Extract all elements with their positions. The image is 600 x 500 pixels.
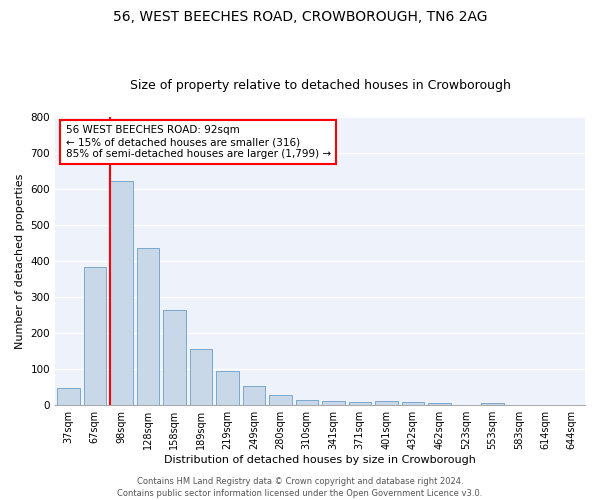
Bar: [57, 388, 80, 405]
X-axis label: Distribution of detached houses by size in Crowborough: Distribution of detached houses by size …: [164, 455, 476, 465]
Bar: [428, 404, 451, 405]
Bar: [349, 402, 371, 405]
Bar: [296, 400, 318, 405]
Bar: [137, 248, 159, 405]
Bar: [401, 402, 424, 405]
Bar: [375, 401, 398, 405]
Bar: [269, 395, 292, 405]
Bar: [190, 348, 212, 405]
Bar: [216, 371, 239, 405]
Bar: [110, 181, 133, 405]
Text: Contains HM Land Registry data © Crown copyright and database right 2024.
Contai: Contains HM Land Registry data © Crown c…: [118, 476, 482, 498]
Bar: [242, 386, 265, 405]
Text: 56 WEST BEECHES ROAD: 92sqm
← 15% of detached houses are smaller (316)
85% of se: 56 WEST BEECHES ROAD: 92sqm ← 15% of det…: [65, 126, 331, 158]
Y-axis label: Number of detached properties: Number of detached properties: [15, 174, 25, 348]
Text: 56, WEST BEECHES ROAD, CROWBOROUGH, TN6 2AG: 56, WEST BEECHES ROAD, CROWBOROUGH, TN6 …: [113, 10, 487, 24]
Bar: [481, 402, 503, 405]
Title: Size of property relative to detached houses in Crowborough: Size of property relative to detached ho…: [130, 79, 511, 92]
Bar: [83, 268, 106, 405]
Bar: [322, 400, 344, 405]
Bar: [163, 310, 185, 405]
